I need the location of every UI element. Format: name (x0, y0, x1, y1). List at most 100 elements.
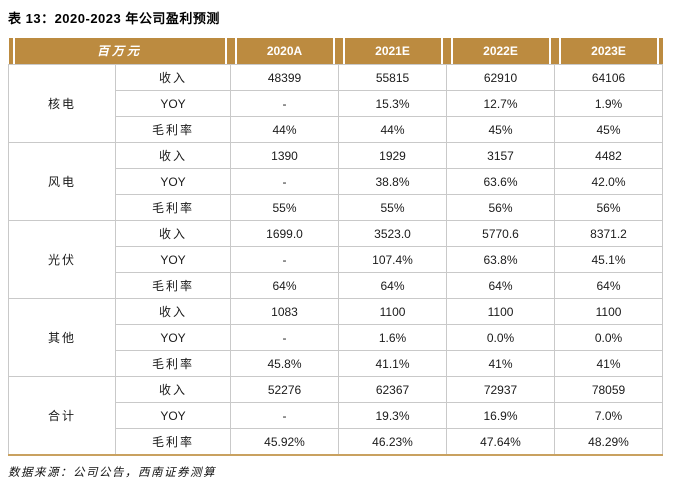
table-row: 毛利率 55% 55% 56% 56% (9, 194, 664, 221)
table-cell: 19.3% (338, 402, 448, 429)
table-row: 风电 收入 1390 1929 3157 4482 (8, 142, 664, 221)
table-cell: 63.6% (446, 168, 556, 195)
table-cell: - (230, 168, 340, 195)
table-cell: 16.9% (446, 402, 556, 429)
metric-label: 收入 (114, 376, 232, 403)
metric-label: 毛利率 (114, 428, 232, 456)
year-header-2021e: 2021E (338, 38, 447, 65)
table-cell: 72937 (446, 376, 556, 403)
metric-label: 毛利率 (114, 194, 232, 221)
table-cell: - (230, 402, 340, 429)
year-header-2023e: 2023E (554, 38, 663, 65)
table-cell: 48.29% (554, 428, 664, 456)
year-label: 2020A (234, 38, 335, 64)
report-page: 表 13：2020-2023 年公司盈利预测 百万元 2020A 2021E 2… (0, 9, 686, 492)
table-cell: 1699.0 (230, 220, 340, 247)
table-cell: 3523.0 (338, 220, 448, 247)
table-row: YOY - 15.3% 12.7% 1.9% (9, 90, 664, 117)
year-header-2020a: 2020A (230, 38, 339, 65)
table-row: 其他 收入 1083 1100 1100 1100 (8, 298, 664, 377)
table-cell: 15.3% (338, 90, 448, 117)
table-cell: 1100 (338, 298, 448, 325)
metric-label: 收入 (114, 220, 232, 247)
metric-label: 毛利率 (114, 116, 232, 143)
table-cell: 52276 (230, 376, 340, 403)
year-label: 2022E (450, 38, 551, 64)
table-cell: 41% (554, 350, 664, 377)
table-cell: 55% (338, 194, 448, 221)
profit-forecast-table: 百万元 2020A 2021E 2022E 2023E 核电 收入 48399 … (8, 38, 664, 456)
table-cell: - (230, 90, 340, 117)
table-cell: - (230, 324, 340, 351)
group-label-solar: 光伏 (8, 220, 116, 299)
table-title: 表 13：2020-2023 年公司盈利预测 (8, 11, 220, 26)
table-cell: - (230, 246, 340, 273)
table-row: 核电 收入 48399 55815 62910 64106 (8, 64, 664, 143)
table-cell: 1083 (230, 298, 340, 325)
table-cell: 1.6% (338, 324, 448, 351)
table-header-row: 百万元 2020A 2021E 2022E 2023E (8, 38, 663, 65)
metric-label: 毛利率 (114, 272, 232, 299)
table-cell: 7.0% (554, 402, 664, 429)
year-label: 2021E (342, 38, 443, 64)
table-row: YOY - 107.4% 63.8% 45.1% (9, 246, 664, 273)
metric-label: YOY (114, 402, 232, 429)
table-cell: 64106 (554, 64, 664, 91)
table-cell: 0.0% (554, 324, 664, 351)
table-cell: 44% (230, 116, 340, 143)
table-cell: 41% (446, 350, 556, 377)
table-cell: 78059 (554, 376, 664, 403)
table-row: YOY - 19.3% 16.9% 7.0% (9, 402, 664, 429)
table-cell: 3157 (446, 142, 556, 169)
metric-label: 收入 (114, 142, 232, 169)
table-cell: 8371.2 (554, 220, 664, 247)
table-cell: 12.7% (446, 90, 556, 117)
table-row: 光伏 收入 1699.0 3523.0 5770.6 8371.2 (8, 220, 664, 299)
metric-label: 收入 (114, 64, 232, 91)
unit-label: 百万元 (12, 38, 227, 64)
table-cell: 1100 (554, 298, 664, 325)
group-label-nuclear: 核电 (8, 64, 116, 143)
table-cell: 45% (554, 116, 664, 143)
table-cell: 55% (230, 194, 340, 221)
metric-label: YOY (114, 246, 232, 273)
unit-header-cell: 百万元 (8, 38, 231, 65)
table-cell: 1100 (446, 298, 556, 325)
table-cell: 45.92% (230, 428, 340, 456)
metric-label: YOY (114, 90, 232, 117)
table-cell: 45.1% (554, 246, 664, 273)
table-cell: 48399 (230, 64, 340, 91)
table-row: 毛利率 64% 64% 64% 64% (9, 272, 664, 299)
group-label-wind: 风电 (8, 142, 116, 221)
metric-label: YOY (114, 168, 232, 195)
table-cell: 1390 (230, 142, 340, 169)
table-cell: 5770.6 (446, 220, 556, 247)
table-row: 毛利率 45.8% 41.1% 41% 41% (9, 350, 664, 377)
table-cell: 64% (338, 272, 448, 299)
table-cell: 46.23% (338, 428, 448, 456)
table-row: 毛利率 45.92% 46.23% 47.64% 48.29% (9, 428, 664, 456)
table-cell: 63.8% (446, 246, 556, 273)
table-cell: 64% (446, 272, 556, 299)
table-cell: 45.8% (230, 350, 340, 377)
table-cell: 44% (338, 116, 448, 143)
table-cell: 55815 (338, 64, 448, 91)
table-cell: 64% (554, 272, 664, 299)
year-label: 2023E (558, 38, 659, 64)
table-row: YOY - 38.8% 63.6% 42.0% (9, 168, 664, 195)
table-cell: 56% (554, 194, 664, 221)
table-cell: 41.1% (338, 350, 448, 377)
table-cell: 0.0% (446, 324, 556, 351)
table-cell: 4482 (554, 142, 664, 169)
metric-label: 收入 (114, 298, 232, 325)
group-label-other: 其他 (8, 298, 116, 377)
table-cell: 62367 (338, 376, 448, 403)
table-cell: 62910 (446, 64, 556, 91)
year-header-2022e: 2022E (446, 38, 555, 65)
table-cell: 1929 (338, 142, 448, 169)
table-cell: 47.64% (446, 428, 556, 456)
metric-label: YOY (114, 324, 232, 351)
group-label-total: 合计 (8, 376, 116, 456)
table-cell: 42.0% (554, 168, 664, 195)
table-cell: 64% (230, 272, 340, 299)
